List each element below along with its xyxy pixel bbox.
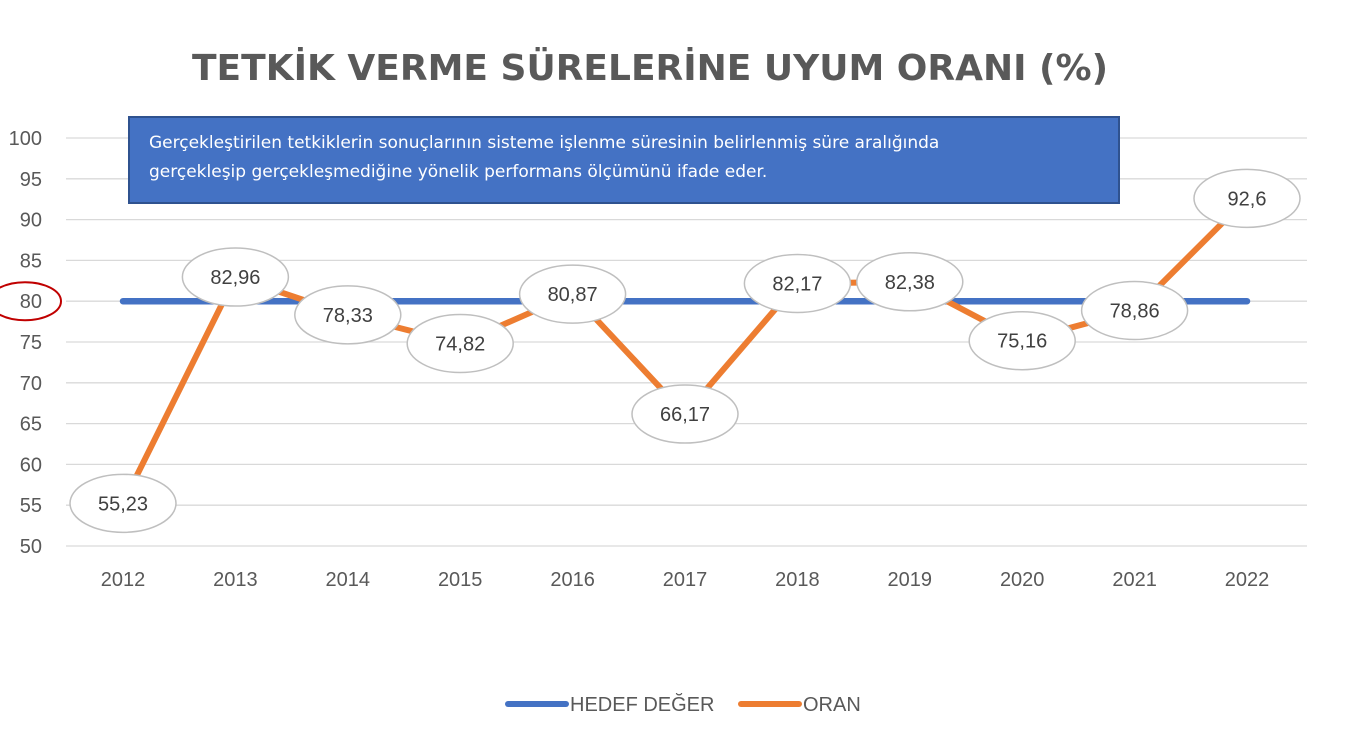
y-tick-label: 65 (20, 414, 42, 436)
y-tick-label: 90 (20, 210, 42, 232)
data-label-2012: 55,23 (69, 473, 177, 534)
data-label-bubble (69, 473, 177, 534)
data-label-value: 66,17 (660, 404, 710, 426)
data-label-value: 74,82 (435, 333, 485, 355)
x-tick-label: 2022 (1225, 569, 1270, 591)
data-label-bubble (518, 264, 627, 324)
y-tick-label: 60 (20, 454, 42, 476)
data-label-2016: 80,87 (518, 264, 627, 324)
data-label-bubble (294, 285, 402, 345)
y-tick-label: 85 (20, 250, 42, 272)
x-tick-label: 2021 (1112, 569, 1157, 591)
data-label-value: 80,87 (548, 284, 598, 306)
y-tick-label: 75 (20, 332, 42, 354)
data-label-bubble (1193, 168, 1301, 229)
series-line-oran (120, 195, 1250, 507)
data-label-bubble (1080, 280, 1189, 341)
data-label-value: 78,86 (1110, 301, 1160, 323)
y-tick-label: 55 (20, 495, 42, 517)
x-tick-label: 2012 (101, 569, 146, 591)
y-tick-label: 50 (20, 536, 42, 558)
data-label-2019: 82,38 (856, 252, 964, 312)
definition-note: Gerçekleştirilen tetkiklerin sonuçlarını… (128, 116, 1120, 204)
data-label-bubble (631, 384, 739, 444)
data-label-2020: 75,16 (968, 310, 1076, 371)
x-tick-label: 2016 (550, 569, 595, 591)
x-tick-label: 2017 (663, 569, 708, 591)
data-label-bubble (181, 247, 290, 307)
chart-title: TETKİK VERME SÜRELERİNE UYUM ORANI (%) (192, 47, 1108, 89)
legend-label: ORAN (803, 694, 861, 716)
data-label-2021: 78,86 (1080, 280, 1189, 341)
x-tick-label: 2019 (888, 569, 933, 591)
data-label-bubble (743, 253, 852, 314)
data-label-2018: 82,17 (743, 253, 852, 314)
data-label-value: 92,6 (1228, 188, 1267, 210)
y-tick-label: 95 (20, 169, 42, 191)
y-axis-ticks: 50 55 60 65 70 75 80 85 90 95 100 (0, 128, 62, 558)
definition-note-box (128, 116, 1120, 204)
y-tick-label: 100 (9, 128, 42, 150)
legend-label: HEDEF DEĞER (570, 693, 714, 716)
legend: HEDEF DEĞER ORAN (505, 693, 861, 716)
data-label-2013: 82,96 (181, 247, 290, 307)
x-tick-label: 2015 (438, 569, 483, 591)
data-label-value: 78,33 (323, 305, 373, 327)
data-label-value: 55,23 (98, 493, 148, 515)
x-tick-label: 2014 (326, 569, 371, 591)
x-tick-label: 2020 (1000, 569, 1045, 591)
data-label-bubble (856, 252, 964, 312)
x-tick-label: 2018 (775, 569, 820, 591)
data-label-value: 82,17 (772, 273, 822, 295)
data-label-bubble (968, 310, 1076, 371)
target-tick-highlight (0, 281, 62, 322)
data-labels: 55,23 82,96 78,33 74,82 80,87 66,17 82,17 82,38… (69, 168, 1301, 534)
x-tick-label: 2013 (213, 569, 258, 591)
definition-note-line-2: gerçekleşip gerçekleşmediğine yönelik pe… (149, 162, 767, 182)
data-label-value: 82,96 (210, 267, 260, 289)
data-label-value: 75,16 (997, 331, 1047, 353)
legend-item-hedef-deger: HEDEF DEĞER (505, 693, 714, 716)
data-label-bubble (406, 313, 514, 374)
y-tick-label: 80 (20, 291, 42, 313)
y-tick-label: 70 (20, 373, 42, 395)
data-label-2017: 66,17 (631, 384, 739, 444)
series-lines (119, 195, 1251, 507)
data-label-2015: 74,82 (406, 313, 514, 374)
data-label-value: 82,38 (885, 272, 935, 294)
data-label-2022: 92,6 (1193, 168, 1301, 229)
definition-note-line-1: Gerçekleştirilen tetkiklerin sonuçlarını… (149, 133, 939, 153)
data-label-2014: 78,33 (294, 285, 402, 345)
x-axis-ticks: 2012 2013 2014 2015 2016 2017 2018 2019 2020 2021… (101, 569, 1270, 591)
legend-item-oran: ORAN (738, 694, 861, 716)
